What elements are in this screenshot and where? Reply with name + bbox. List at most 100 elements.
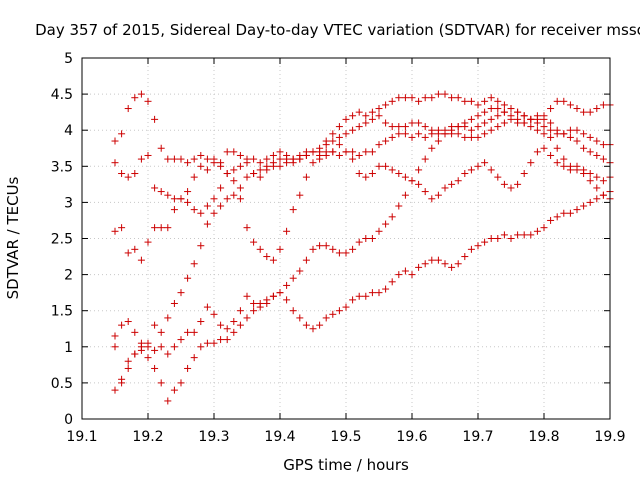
data-point [230,148,238,156]
data-point [230,191,238,199]
data-point [533,148,541,156]
data-point [118,170,126,178]
data-point [236,162,244,170]
data-point [170,195,178,203]
data-point [593,195,601,203]
data-point [500,101,508,109]
data-point [223,170,231,178]
data-point [448,94,456,102]
data-point [197,343,205,351]
data-point [514,115,522,123]
data-point [467,133,475,141]
data-point [177,155,185,163]
data-point [144,97,152,105]
data-point [375,162,383,170]
data-point [210,159,218,167]
data-point [599,155,607,163]
data-point [276,155,284,163]
data-point [382,285,390,293]
data-point [507,112,515,120]
data-point [428,256,436,264]
data-point [434,191,442,199]
data-point [573,126,581,134]
data-point [256,299,264,307]
data-point [316,155,324,163]
data-point [507,184,515,192]
data-point [580,144,588,152]
data-point [448,180,456,188]
data-point [593,137,601,145]
data-point [203,220,211,228]
data-point [586,177,594,185]
data-point [349,296,357,304]
data-point [415,130,423,138]
data-point [388,133,396,141]
data-point [586,133,594,141]
data-point [408,271,416,279]
data-point [494,112,502,120]
data-point [131,350,139,358]
data-point [269,292,277,300]
data-point [124,318,132,326]
data-point [421,133,429,141]
data-point [599,191,607,199]
data-point [355,170,363,178]
data-point [401,191,409,199]
x-tick-label: 19.3 [198,429,229,445]
x-tick-label: 19.2 [132,429,163,445]
data-point [263,155,271,163]
data-point [507,105,515,113]
data-point [355,238,363,246]
data-point [487,166,495,174]
data-point [415,180,423,188]
data-point [250,238,258,246]
data-point [533,227,541,235]
data-point [388,123,396,131]
data-point [157,343,165,351]
data-point [474,242,482,250]
data-point [527,231,535,239]
data-point [487,235,495,242]
data-point [395,170,403,178]
data-point [302,256,310,264]
data-point [184,274,192,282]
data-point [276,148,284,156]
data-point [441,184,449,192]
y-tick-labels: 0 0.5 1 1.5 2 2.5 3 3.5 4 4.5 5 [51,51,73,428]
data-point [164,224,172,232]
data-point [349,148,357,156]
data-point [368,235,376,242]
data-points [111,90,614,405]
data-point [124,249,132,257]
data-point [263,162,271,170]
data-point [448,263,456,271]
data-point [184,188,192,196]
y-tick-label: 1.5 [51,304,73,320]
x-tick-label: 19.1 [66,429,97,445]
data-point [388,213,396,221]
data-point [118,130,126,138]
data-point [217,162,225,170]
data-point [547,119,555,127]
data-point [342,115,350,123]
data-point [335,307,343,315]
data-point [243,292,251,300]
y-tick-label: 1 [64,340,73,356]
data-point [388,97,396,105]
data-point [494,105,502,113]
data-point [144,151,152,159]
data-point [349,126,357,134]
data-point [395,202,403,210]
data-point [375,112,383,120]
data-point [461,119,469,127]
data-point [243,159,251,167]
data-point [283,296,291,304]
data-point [230,166,238,174]
data-point [349,245,357,253]
data-point [586,198,594,206]
data-point [190,354,198,362]
data-point [547,133,555,141]
data-point [428,144,436,152]
data-point [309,148,317,156]
y-tick-label: 4 [64,123,73,139]
